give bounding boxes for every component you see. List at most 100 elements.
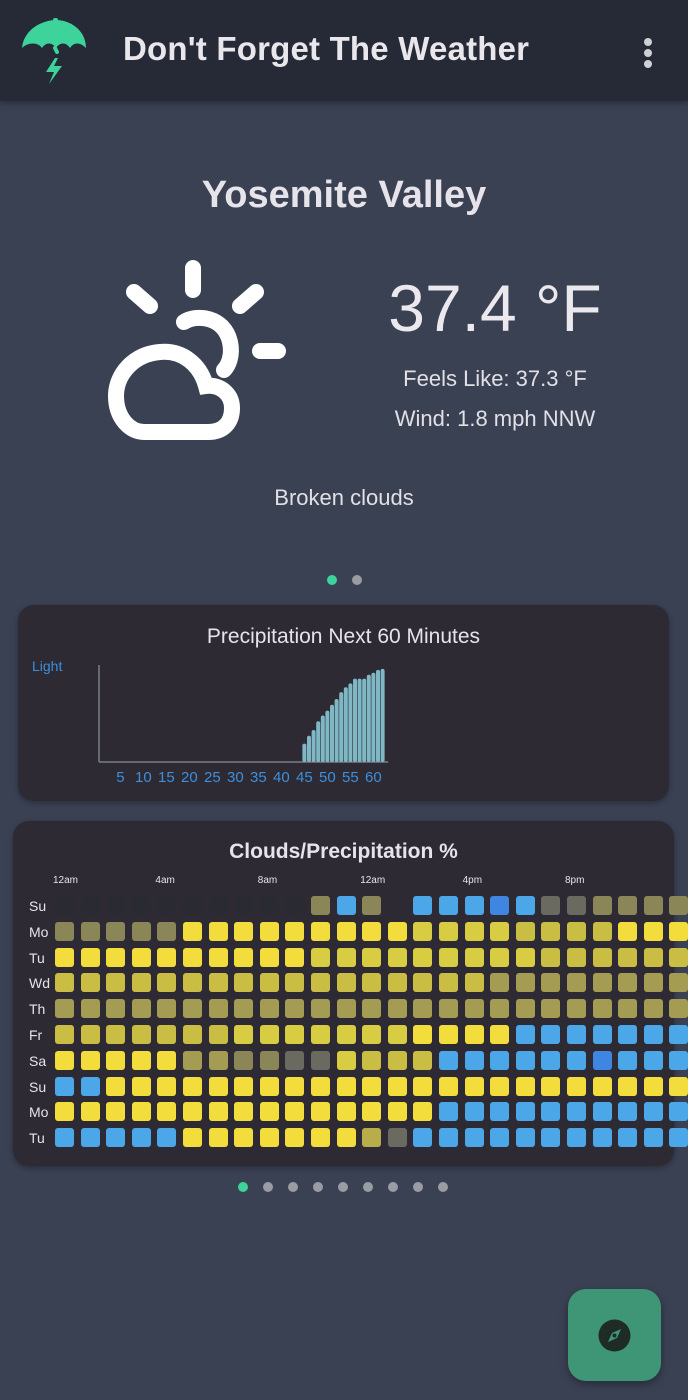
hour-cell <box>387 1076 407 1096</box>
hour-cell <box>183 1050 202 1070</box>
hour-cell <box>567 1102 586 1122</box>
hour-cell <box>208 1050 228 1070</box>
hour-cell <box>336 896 356 915</box>
page-dot[interactable] <box>313 1182 323 1192</box>
page-dot[interactable] <box>327 575 337 585</box>
hour-cell <box>131 973 151 993</box>
hour-cell <box>413 999 433 1019</box>
hour-cell <box>311 1025 330 1044</box>
hour-cell <box>208 973 228 993</box>
hour-cell <box>55 921 74 941</box>
page-dot[interactable] <box>363 1182 373 1192</box>
hour-cell <box>643 896 663 915</box>
hour-cell <box>362 1025 382 1044</box>
hour-cell <box>183 973 202 993</box>
hour-cell <box>618 999 638 1019</box>
hour-cell <box>439 947 458 967</box>
hour-cell <box>618 973 638 993</box>
hour-cell <box>592 1102 612 1122</box>
hour-cell <box>413 1025 433 1044</box>
hour-cell <box>336 1025 356 1044</box>
hour-cell <box>131 999 151 1019</box>
precip-bar <box>348 683 353 762</box>
hour-cell <box>515 896 535 915</box>
hour-cell <box>183 1128 202 1148</box>
page-dot[interactable] <box>352 575 362 585</box>
hour-cell <box>259 973 279 993</box>
page-dot[interactable] <box>413 1182 423 1192</box>
hour-cell <box>439 1102 458 1122</box>
hour-cell <box>80 973 100 993</box>
precip-bar <box>325 710 330 762</box>
page-dot[interactable] <box>438 1182 448 1192</box>
hour-cell <box>464 1025 484 1044</box>
hour-cell <box>669 1025 688 1044</box>
hour-cell <box>259 1050 279 1070</box>
hour-cell <box>80 999 100 1019</box>
app-title: Don't Forget The Weather <box>123 30 530 67</box>
hour-cell <box>592 896 612 915</box>
hour-cell <box>567 896 586 915</box>
page-indicator-top[interactable] <box>327 575 362 585</box>
hour-cell <box>439 1128 458 1148</box>
hour-cell <box>515 1050 535 1070</box>
hour-cell <box>439 1076 458 1096</box>
hour-cell <box>490 999 510 1019</box>
hour-cell <box>413 896 433 915</box>
hour-cell <box>515 947 535 967</box>
hour-cell <box>669 896 688 915</box>
hour-cell <box>157 1128 177 1148</box>
page-dot[interactable] <box>288 1182 298 1192</box>
hour-cell <box>208 947 228 967</box>
hour-cell <box>592 1025 612 1044</box>
hour-cell <box>515 1128 535 1148</box>
hour-cell <box>439 896 458 915</box>
more-vert-icon[interactable] <box>632 30 664 72</box>
hour-cell <box>285 999 305 1019</box>
precip-bar <box>307 735 311 762</box>
hour-cell <box>183 1076 202 1096</box>
hour-cell <box>567 1076 586 1096</box>
hour-cell <box>234 1128 254 1148</box>
x-tick-label: 35 <box>250 769 267 786</box>
compass-button[interactable] <box>568 1289 661 1381</box>
hour-cell <box>336 999 356 1019</box>
hour-cell <box>439 973 458 993</box>
precip-bar <box>320 715 325 762</box>
hour-cell <box>515 1102 535 1122</box>
hour-cell <box>183 947 202 967</box>
page-indicator-bottom[interactable] <box>238 1182 448 1192</box>
hour-cell <box>131 947 151 967</box>
x-tick-label: 5 <box>116 769 124 786</box>
hour-cell <box>669 973 688 993</box>
hour-cell <box>413 1076 433 1096</box>
hour-cell <box>413 973 433 993</box>
hour-cell <box>388 896 407 915</box>
page-dot[interactable] <box>238 1182 248 1192</box>
hour-cell <box>55 1076 74 1096</box>
hour-cell <box>541 1128 561 1148</box>
hour-cell <box>80 1050 100 1070</box>
hour-cell <box>311 947 330 967</box>
hour-cell <box>362 999 382 1019</box>
hour-cell <box>80 1128 100 1148</box>
day-label: Wd <box>29 975 50 992</box>
precip-bar <box>302 743 307 762</box>
hour-cell <box>567 921 586 941</box>
x-tick-label: 30 <box>227 769 244 786</box>
day-label: Fr <box>29 1027 43 1043</box>
hour-label: 12am <box>53 875 79 886</box>
x-tick-label: 20 <box>181 769 198 786</box>
hour-label: 8pm <box>565 875 585 886</box>
day-label: Tu <box>29 1130 45 1147</box>
page-dot[interactable] <box>338 1182 348 1192</box>
page-dot[interactable] <box>388 1182 398 1192</box>
hour-cell <box>234 973 254 993</box>
hour-cell <box>439 999 458 1019</box>
hour-cell <box>362 973 382 993</box>
hour-cell <box>490 896 510 915</box>
hour-cell <box>259 1128 279 1148</box>
hour-label: 12am <box>360 875 386 886</box>
page-dot[interactable] <box>263 1182 273 1192</box>
hour-label: 4am <box>155 875 175 886</box>
